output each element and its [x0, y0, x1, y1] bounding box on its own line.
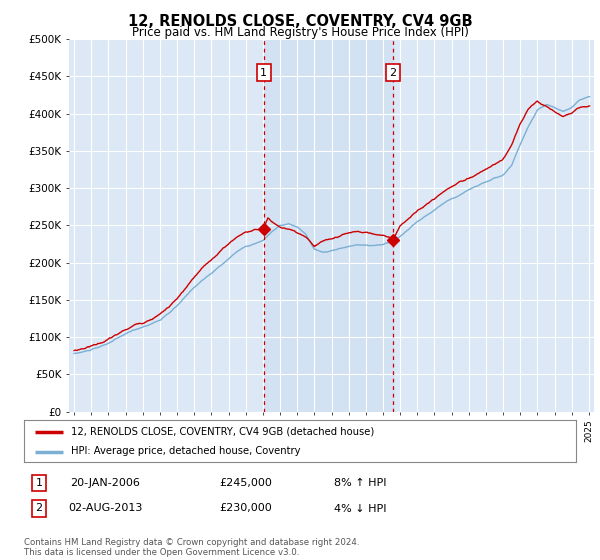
Text: 2: 2 [389, 68, 397, 78]
Text: 12, RENOLDS CLOSE, COVENTRY, CV4 9GB (detached house): 12, RENOLDS CLOSE, COVENTRY, CV4 9GB (de… [71, 427, 374, 437]
Text: 1: 1 [35, 478, 43, 488]
Text: 8% ↑ HPI: 8% ↑ HPI [334, 478, 386, 488]
Text: Price paid vs. HM Land Registry's House Price Index (HPI): Price paid vs. HM Land Registry's House … [131, 26, 469, 39]
Text: 2: 2 [35, 503, 43, 514]
Text: 4% ↓ HPI: 4% ↓ HPI [334, 503, 386, 514]
Text: £230,000: £230,000 [220, 503, 272, 514]
Text: 12, RENOLDS CLOSE, COVENTRY, CV4 9GB: 12, RENOLDS CLOSE, COVENTRY, CV4 9GB [128, 14, 472, 29]
Text: £245,000: £245,000 [220, 478, 272, 488]
Text: 1: 1 [260, 68, 267, 78]
Text: Contains HM Land Registry data © Crown copyright and database right 2024.
This d: Contains HM Land Registry data © Crown c… [24, 538, 359, 557]
Text: 20-JAN-2006: 20-JAN-2006 [70, 478, 140, 488]
Text: HPI: Average price, detached house, Coventry: HPI: Average price, detached house, Cove… [71, 446, 301, 456]
Text: 02-AUG-2013: 02-AUG-2013 [68, 503, 142, 514]
Bar [264, 39, 393, 412]
